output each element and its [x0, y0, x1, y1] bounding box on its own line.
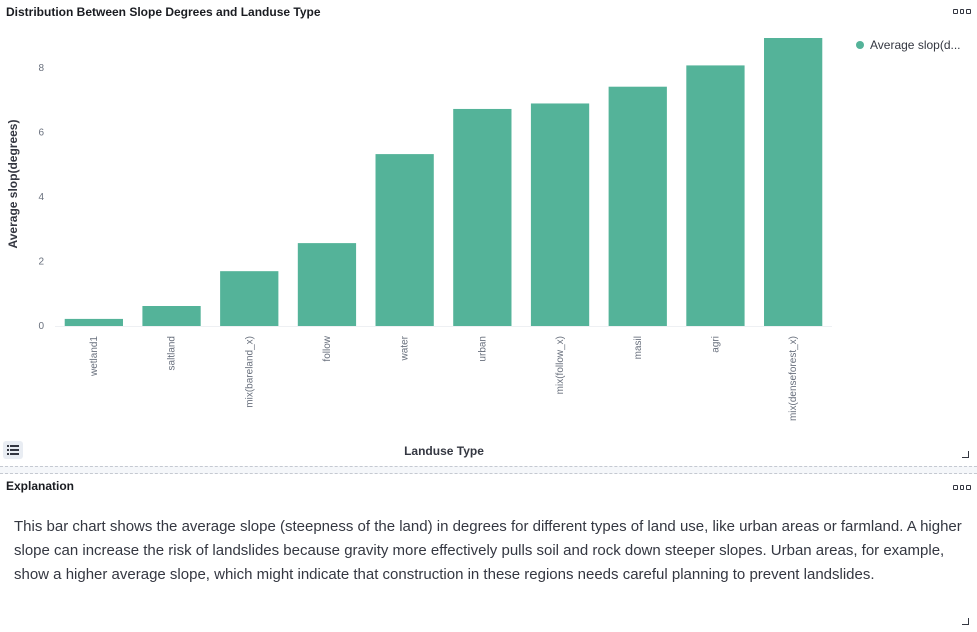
- bar-agri[interactable]: [686, 65, 745, 327]
- x-tick-label: masil: [633, 336, 644, 359]
- legend-color-dot: [856, 41, 864, 49]
- legend-label: Average slop(d...: [870, 38, 961, 52]
- bar-follow[interactable]: [297, 243, 357, 326]
- y-tick-label: 6: [38, 127, 44, 138]
- x-tick-label: saltland: [167, 336, 178, 370]
- y-axis-label: Average slop(degrees): [6, 120, 20, 249]
- y-tick-label: 8: [38, 63, 44, 74]
- x-tick-label: mix(bareland_x): [244, 336, 255, 408]
- x-tick-label: mix(denseforest_x): [788, 336, 799, 421]
- panel-options-icon[interactable]: [953, 480, 972, 494]
- bar-saltland[interactable]: [142, 306, 201, 326]
- panel-options-icon[interactable]: [953, 4, 972, 18]
- x-tick-label: follow: [322, 335, 333, 361]
- bar-masil[interactable]: [608, 86, 667, 327]
- chart-panel: Distribution Between Slope Degrees and L…: [3, 4, 972, 459]
- x-tick-label: water: [400, 335, 411, 361]
- bar-mix(follow_x)[interactable]: [530, 103, 590, 326]
- explanation-panel: Explanation This bar chart shows the ave…: [0, 474, 977, 632]
- panel-title: Distribution Between Slope Degrees and L…: [6, 5, 321, 19]
- bar-mix(bareland_x)[interactable]: [220, 271, 279, 326]
- y-tick-label: 2: [38, 256, 44, 267]
- x-axis-label: Landuse Type: [404, 444, 484, 458]
- x-tick-label: mix(follow_x): [555, 336, 566, 394]
- bar-chart: 0 2 4 6 8 wetland1 saltland mix(bareland_x) fol…: [6, 38, 832, 458]
- y-tick-label: 4: [38, 192, 44, 203]
- bar-urban[interactable]: [453, 108, 512, 327]
- x-tick-label: wetland1: [89, 336, 100, 377]
- explanation-text: This bar chart shows the average slope (…: [14, 518, 962, 583]
- y-tick-label: 0: [38, 321, 44, 332]
- legend-toggle-icon[interactable]: [3, 441, 23, 459]
- explanation-title: Explanation: [6, 479, 75, 493]
- x-tick-label: agri: [710, 336, 721, 353]
- panel-divider: [0, 466, 977, 474]
- bar-wetland1[interactable]: [64, 318, 123, 326]
- bar-mix(denseforest_x)[interactable]: [764, 38, 823, 326]
- legend-item[interactable]: Average slop(d...: [856, 38, 961, 52]
- x-tick-label: urban: [477, 336, 488, 362]
- bar-water[interactable]: [375, 154, 434, 326]
- resize-handle-icon[interactable]: [962, 451, 969, 458]
- resize-handle-icon[interactable]: [962, 618, 969, 625]
